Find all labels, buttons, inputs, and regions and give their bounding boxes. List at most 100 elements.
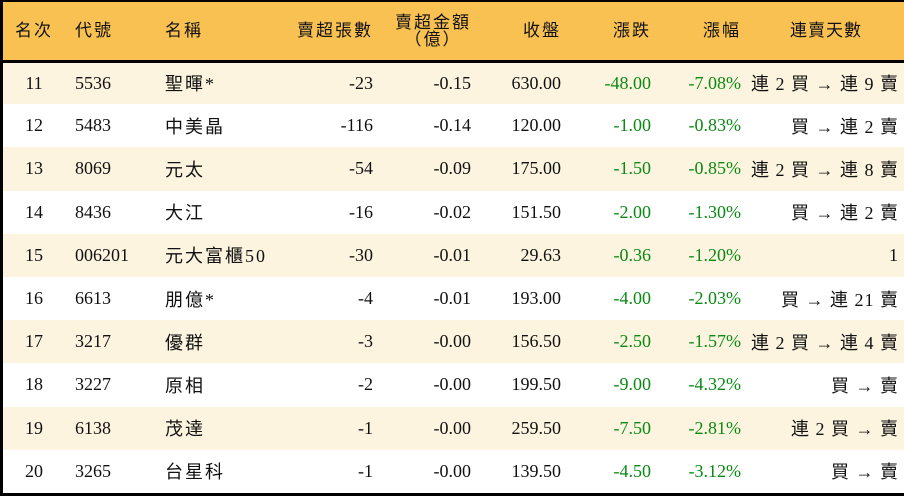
table-row: 20 3265 台星科 -1 -0.00 139.50 -4.50 -3.12%… [3, 449, 904, 493]
cell-change: -7.50 [613, 417, 652, 438]
cell-code: 6613 [75, 288, 111, 309]
cell-rank: 19 [25, 417, 43, 438]
cell-rank: 16 [25, 288, 43, 309]
table-row: 15 006201 元大富櫃50 -30 -0.01 29.63 -0.36 -… [3, 233, 904, 277]
cell-net-sell-shares: -116 [340, 115, 373, 136]
cell-change-pct: -3.12% [688, 460, 742, 481]
cell-net-sell-amount: -0.14 [433, 115, 472, 136]
cell-close: 193.00 [511, 288, 562, 309]
cell-code: 8069 [75, 158, 111, 179]
cell-code: 3227 [75, 374, 111, 395]
header-name: 名稱 [165, 21, 203, 41]
header-close: 收盤 [523, 21, 561, 41]
cell-net-sell-amount: -0.01 [433, 244, 472, 265]
table-row: 12 5483 中美晶 -116 -0.14 120.00 -1.00 -0.8… [3, 104, 904, 148]
cell-streak: 連 2 買 → 連 8 賣 [751, 159, 899, 180]
header-net-sell-amount: 賣超金額 （億） [373, 2, 471, 61]
cell-net-sell-amount: -0.00 [433, 460, 472, 481]
cell-change: -0.36 [613, 244, 652, 265]
cell-close: 630.00 [511, 72, 562, 93]
cell-close: 199.50 [511, 374, 562, 395]
cell-net-sell-shares: -1 [358, 460, 373, 481]
cell-streak: 買 → 賣 [831, 375, 899, 396]
cell-name: 元太 [165, 159, 205, 180]
cell-streak: 連 2 買 → 連 9 賣 [751, 74, 899, 95]
cell-change-pct: -0.83% [688, 115, 742, 136]
cell-rank: 20 [25, 460, 43, 481]
cell-streak: 買 → 賣 [831, 462, 899, 483]
table-row: 17 3217 優群 -3 -0.00 156.50 -2.50 -1.57% … [3, 320, 904, 364]
cell-change: -2.50 [613, 331, 652, 352]
cell-net-sell-shares: -30 [349, 244, 373, 265]
cell-change: -48.00 [604, 72, 652, 93]
cell-name: 茂達 [165, 419, 205, 440]
cell-name: 優群 [165, 332, 205, 353]
cell-name: 聖暉* [165, 74, 216, 95]
cell-streak: 買 → 連 21 賣 [781, 289, 899, 310]
cell-change-pct: -1.20% [688, 244, 742, 265]
header-net-sell-amount-line1: 賣超金額 [395, 12, 471, 32]
cell-change-pct: -1.30% [688, 201, 742, 222]
table-row: 19 6138 茂達 -1 -0.00 259.50 -7.50 -2.81% … [3, 406, 904, 450]
cell-name: 台星科 [165, 462, 225, 483]
cell-close: 175.00 [511, 158, 562, 179]
cell-change-pct: -2.03% [688, 288, 742, 309]
cell-rank: 13 [25, 158, 43, 179]
cell-net-sell-shares: -4 [358, 288, 373, 309]
cell-net-sell-shares: -23 [349, 72, 373, 93]
cell-change: -4.00 [613, 288, 652, 309]
cell-close: 139.50 [511, 460, 562, 481]
cell-close: 259.50 [511, 417, 562, 438]
table-row: 11 5536 聖暉* -23 -0.15 630.00 -48.00 -7.0… [3, 61, 904, 105]
cell-net-sell-amount: -0.00 [433, 331, 472, 352]
cell-name: 元大富櫃50 [165, 246, 267, 267]
cell-net-sell-shares: -54 [349, 158, 373, 179]
cell-code: 3265 [75, 460, 111, 481]
table-row: 13 8069 元太 -54 -0.09 175.00 -1.50 -0.85%… [3, 147, 904, 191]
cell-rank: 12 [25, 115, 43, 136]
header-change: 漲跌 [613, 21, 651, 41]
cell-net-sell-shares: -16 [349, 201, 373, 222]
cell-name: 朋億* [165, 289, 216, 310]
cell-change: -9.00 [613, 374, 652, 395]
cell-close: 29.63 [520, 244, 562, 265]
cell-change-pct: -4.32% [688, 374, 742, 395]
cell-change: -1.00 [613, 115, 652, 136]
table-row: 18 3227 原相 -2 -0.00 199.50 -9.00 -4.32% … [3, 363, 904, 407]
cell-change: -2.00 [613, 201, 652, 222]
cell-change-pct: -0.85% [688, 158, 742, 179]
cell-net-sell-shares: -2 [358, 374, 373, 395]
cell-net-sell-amount: -0.00 [433, 417, 472, 438]
cell-code: 6138 [75, 417, 111, 438]
table-body: 11 5536 聖暉* -23 -0.15 630.00 -48.00 -7.0… [3, 61, 904, 493]
header-streak: 連賣天數 [790, 21, 862, 41]
cell-code: 3217 [75, 331, 111, 352]
cell-name: 中美晶 [165, 116, 225, 137]
table-row: 14 8436 大江 -16 -0.02 151.50 -2.00 -1.30%… [3, 190, 904, 234]
cell-net-sell-amount: -0.15 [433, 72, 472, 93]
cell-code: 8436 [75, 201, 111, 222]
cell-change: -4.50 [613, 460, 652, 481]
header-rank: 名次 [15, 21, 53, 41]
cell-net-sell-amount: -0.01 [433, 288, 472, 309]
header-net-sell-amount-line2: （億） [404, 29, 462, 49]
cell-code: 5483 [75, 115, 111, 136]
table-row: 16 6613 朋億* -4 -0.01 193.00 -4.00 -2.03%… [3, 276, 904, 321]
cell-name: 原相 [165, 375, 205, 396]
cell-net-sell-amount: -0.00 [433, 374, 472, 395]
net-sell-ranking-table: 名次 代號 名稱 賣超張數 賣超金額 （億） 收盤 漲跌 漲幅 連賣天數 11 … [3, 2, 904, 493]
cell-rank: 15 [25, 244, 43, 265]
cell-rank: 14 [25, 201, 43, 222]
cell-streak: 1 [889, 244, 899, 265]
cell-change: -1.50 [613, 158, 652, 179]
table-header: 名次 代號 名稱 賣超張數 賣超金額 （億） 收盤 漲跌 漲幅 連賣天數 [3, 2, 904, 61]
cell-code: 5536 [75, 72, 111, 93]
cell-close: 120.00 [511, 115, 562, 136]
cell-close: 151.50 [511, 201, 562, 222]
cell-streak: 買 → 連 2 賣 [791, 203, 899, 224]
cell-change-pct: -7.08% [688, 72, 742, 93]
cell-net-sell-shares: -1 [358, 417, 373, 438]
cell-streak: 買 → 連 2 賣 [791, 116, 899, 137]
cell-change-pct: -2.81% [688, 417, 742, 438]
